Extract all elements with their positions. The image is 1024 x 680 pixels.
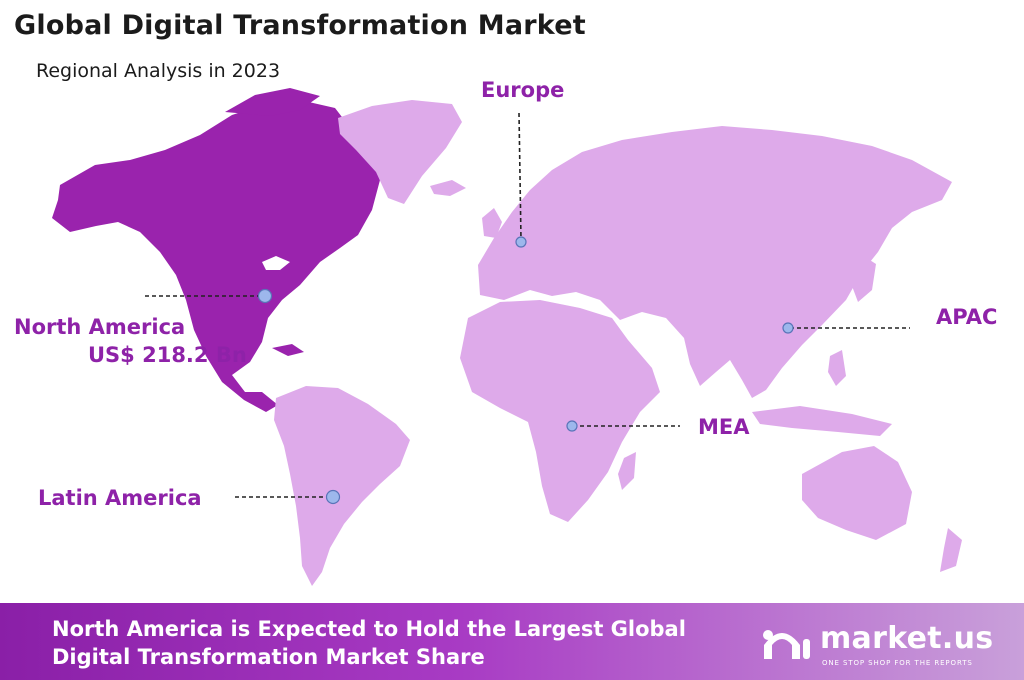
region-shape-arctic-islands [225, 88, 320, 116]
region-shape-philippines [828, 350, 846, 386]
marker-apac [782, 322, 794, 334]
footer-headline-line-1: North America is Expected to Hold the La… [52, 617, 686, 641]
region-shape-iceland [430, 180, 466, 196]
footer-headline: North America is Expected to Hold the La… [52, 615, 686, 671]
region-shape-latin-america [274, 386, 410, 586]
market-us-logo-icon [763, 630, 810, 659]
region-shape-australia [802, 446, 912, 540]
marker-mea [566, 420, 578, 432]
region-shape-north-america [52, 100, 380, 412]
region-shape-eurasia [478, 126, 952, 398]
marker-north-america [257, 288, 273, 304]
page-subtitle: Regional Analysis in 2023 [36, 60, 281, 82]
marker-europe [515, 236, 527, 248]
region-shape-caribbean [272, 344, 304, 356]
footer-banner: North America is Expected to Hold the La… [0, 603, 1024, 680]
label-latin-america: Latin America [38, 486, 202, 510]
label-mea: MEA [698, 415, 750, 439]
label-north-america-value: US$ 218.2 Bn [88, 343, 247, 367]
label-europe: Europe [481, 78, 564, 102]
page-title: Global Digital Transformation Market [14, 10, 586, 41]
label-apac: APAC [936, 305, 997, 329]
region-shape-africa [460, 300, 660, 522]
brand-tagline: ONE STOP SHOP FOR THE REPORTS [822, 659, 973, 667]
region-shape-british-isles [482, 208, 502, 238]
world-map: Europe North America US$ 218.2 Bn APAC M… [14, 78, 997, 586]
region-shape-greenland [338, 100, 462, 204]
region-shape-great-lakes [262, 256, 290, 270]
marker-latin-america [325, 489, 341, 505]
leader-line-europe [518, 112, 522, 241]
footer-headline-line-2: Digital Transformation Market Share [52, 645, 485, 669]
region-shape-madagascar [618, 452, 636, 490]
region-shape-japan [852, 255, 876, 302]
label-north-america: North America [14, 315, 185, 339]
region-shape-indonesia [752, 406, 892, 436]
brand-name: market.us [820, 621, 994, 656]
region-shape-new-zealand [940, 528, 962, 572]
brand-logo-block[interactable]: market.us ONE STOP SHOP FOR THE REPORTS [760, 619, 1010, 669]
